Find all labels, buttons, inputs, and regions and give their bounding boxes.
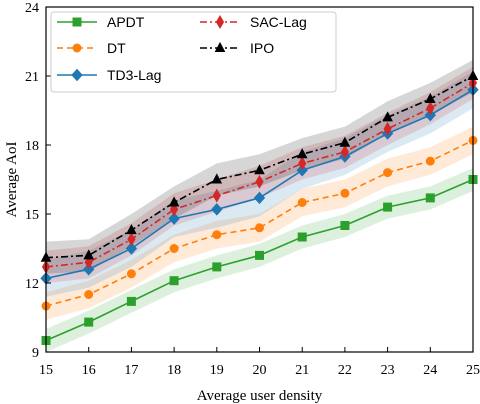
y-axis-label: Average AoI xyxy=(4,142,20,218)
x-tick-label: 21 xyxy=(295,363,309,378)
dt-point xyxy=(212,230,222,240)
y-tick-label: 24 xyxy=(25,1,39,16)
y-tick-label: 18 xyxy=(25,139,39,154)
dt-point xyxy=(255,223,264,233)
x-axis-label: Average user density xyxy=(197,388,323,404)
dt-point xyxy=(297,198,307,207)
sac-lag-line xyxy=(45,82,474,268)
legend-box xyxy=(50,11,337,93)
legend: APDT DT TD3-Lag SAC-Lag IPO xyxy=(50,11,337,93)
apdt-point xyxy=(340,221,350,230)
sac-lag-point xyxy=(127,232,136,247)
sac-lag-point xyxy=(212,188,221,203)
y-tick-label: 12 xyxy=(25,277,39,292)
legend-label-td3-lag: TD3-Lag xyxy=(107,67,161,83)
apdt-band xyxy=(46,168,473,352)
ipo-point xyxy=(168,196,180,207)
ipo-point xyxy=(382,111,393,122)
dt-point xyxy=(425,156,435,166)
apdt-point xyxy=(126,296,136,306)
apdt-point xyxy=(212,262,222,272)
dt-point xyxy=(126,269,136,279)
dt-point xyxy=(169,244,179,253)
x-tick-label: 17 xyxy=(124,363,138,378)
legend-marker-sac-lag xyxy=(215,15,225,29)
ipo-point xyxy=(424,92,436,103)
series-markers xyxy=(40,69,479,345)
sac-lag-point xyxy=(255,174,264,189)
x-tick-label: 23 xyxy=(381,363,395,378)
y-tick-label: 21 xyxy=(25,70,39,85)
legend-label-ipo: IPO xyxy=(250,40,274,56)
legend-marker-apdt xyxy=(72,17,82,27)
y-axis-ticks: 9 12 15 18 21 24 xyxy=(25,1,51,361)
y-tick-label: 9 xyxy=(32,346,39,361)
td3-lag-point xyxy=(168,212,180,225)
confidence-bands xyxy=(46,59,473,352)
td3-lag-point xyxy=(125,242,138,255)
dt-line xyxy=(45,139,474,307)
td3-lag-point xyxy=(211,203,223,216)
ipo-point xyxy=(126,224,137,235)
x-tick-label: 18 xyxy=(167,363,181,378)
apdt-point xyxy=(297,232,307,242)
x-tick-label: 16 xyxy=(82,363,96,378)
legend-label-dt: DT xyxy=(107,40,126,56)
ipo-point xyxy=(254,164,265,175)
dt-point xyxy=(340,188,350,198)
sac-lag-point xyxy=(383,121,392,136)
x-tick-label: 22 xyxy=(338,363,352,378)
apdt-point xyxy=(84,317,94,327)
x-tick-label: 15 xyxy=(39,363,53,378)
ipo-point xyxy=(339,136,351,147)
sac-lag-point xyxy=(340,144,349,159)
apdt-point xyxy=(255,250,264,260)
apdt-point xyxy=(169,276,179,286)
x-axis-ticks: 15 16 17 18 19 20 21 22 23 24 25 xyxy=(39,347,480,378)
x-tick-label: 25 xyxy=(466,363,480,378)
legend-label-sac-lag: SAC-Lag xyxy=(250,14,307,30)
apdt-point xyxy=(383,202,393,212)
y-tick-label: 15 xyxy=(25,208,39,223)
dt-point xyxy=(383,168,393,178)
dt-point xyxy=(84,290,94,299)
legend-marker-td3-lag xyxy=(71,68,83,82)
td3-lag-point xyxy=(253,191,266,205)
x-tick-label: 19 xyxy=(210,363,224,378)
x-tick-label: 24 xyxy=(423,363,437,378)
dt-band xyxy=(46,126,473,320)
legend-label-apdt: APDT xyxy=(107,14,145,30)
x-tick-label: 20 xyxy=(253,363,267,378)
sac-lag-point xyxy=(298,156,307,171)
ipo-point xyxy=(211,173,223,184)
legend-marker-dt xyxy=(72,43,82,53)
legend-marker-ipo xyxy=(214,41,226,52)
ipo-point xyxy=(83,249,95,260)
sac-lag-point xyxy=(426,101,435,116)
ipo-point xyxy=(296,148,308,159)
apdt-point xyxy=(425,193,435,203)
